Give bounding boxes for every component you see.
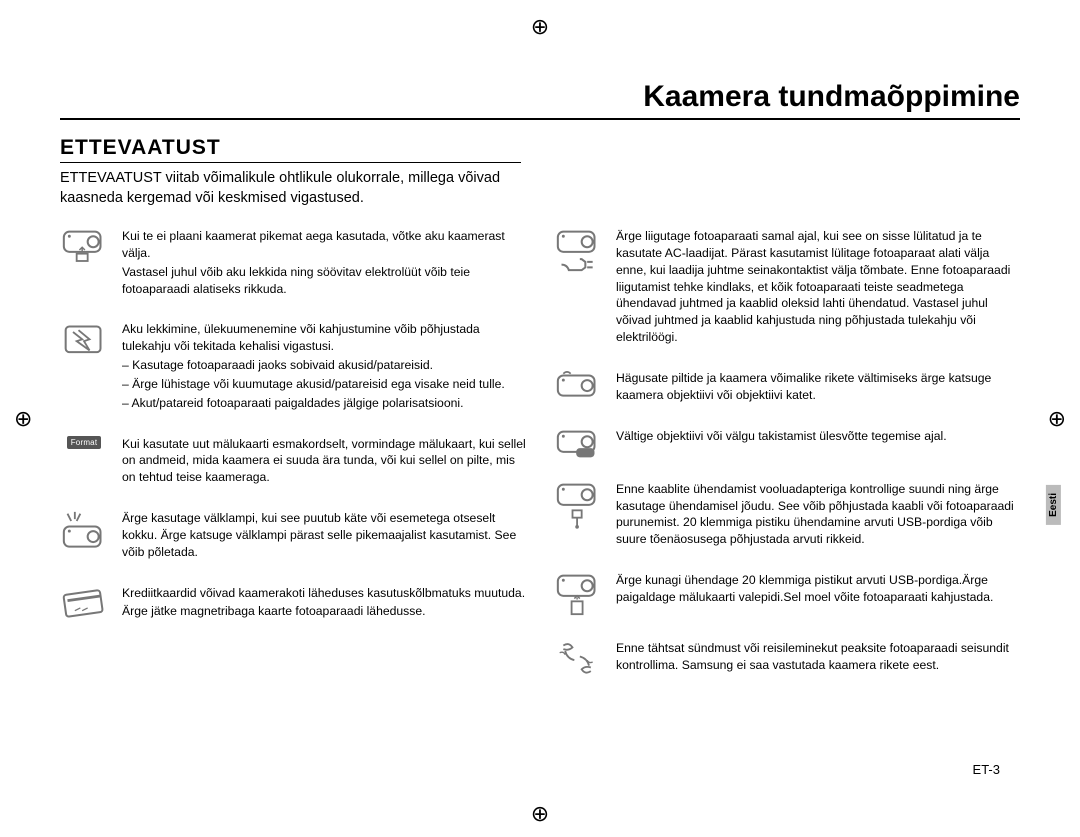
paragraph: Kui kasutate uut mälukaarti esmakordselt… <box>122 436 526 486</box>
credit-card-icon <box>60 585 108 623</box>
format-icon: Format <box>60 436 108 488</box>
camera-card-icon <box>554 572 602 618</box>
right-column: Ärge liigutage fotoaparaati samal ajal, … <box>554 228 1020 698</box>
paragraph: Ärge kunagi ühendage 20 klemmiga pistiku… <box>616 572 1020 606</box>
crop-mark-left: ⊕ <box>14 406 32 432</box>
item-text: Ärge kasutage välklampi, kui see puutub … <box>122 510 526 562</box>
paragraph: Enne tähtsat sündmust või reisileminekut… <box>616 640 1020 674</box>
content-columns: Kui te ei plaani kaamerat pikemat aega k… <box>60 228 1020 698</box>
item-ac-adapter: Ärge liigutage fotoaparaati samal ajal, … <box>554 228 1020 348</box>
page: ⊕ ⊕ ⊕ ⊕ Kaamera tundmaõppimine ETTEVAATU… <box>0 0 1080 837</box>
item-text: Hägusate piltide ja kaamera võimalike ri… <box>616 370 1020 406</box>
camera-plug-icon <box>554 228 602 348</box>
item-text: Enne kaablite ühendamist vooluadapteriga… <box>616 481 1020 550</box>
page-title: Kaamera tundmaõppimine <box>60 80 1020 120</box>
item-text: Ärge liigutage fotoaparaati samal ajal, … <box>616 228 1020 348</box>
wrench-icon <box>554 640 602 677</box>
item-battery-hazard: Aku lekkimine, ülekuumenemine või kahjus… <box>60 321 526 413</box>
crop-mark-top: ⊕ <box>531 14 549 40</box>
crop-mark-right: ⊕ <box>1048 406 1066 432</box>
item-text: Enne tähtsat sündmust või reisileminekut… <box>616 640 1020 677</box>
paragraph: Ärge jätke magnetribaga kaarte fotoapara… <box>122 603 525 620</box>
paragraph: Aku lekkimine, ülekuumenemine või kahjus… <box>122 321 526 355</box>
bullet: – Akut/patareid fotoaparaati paigaldades… <box>122 395 526 412</box>
paragraph: Ärge liigutage fotoaparaati samal ajal, … <box>616 228 1020 346</box>
paragraph: Ärge kasutage välklampi, kui see puutub … <box>122 510 526 560</box>
item-text: Krediitkaardid võivad kaamerakoti lähedu… <box>122 585 525 623</box>
paragraph: Kui te ei plaani kaamerat pikemat aega k… <box>122 228 526 262</box>
left-column: Kui te ei plaani kaamerat pikemat aega k… <box>60 228 526 698</box>
flash-hot-icon <box>60 510 108 562</box>
bullet: – Ärge lühistage või kuumutage akusid/pa… <box>122 376 526 393</box>
paragraph: Vältige objektiivi või välgu takistamist… <box>616 428 947 445</box>
paragraph: Krediitkaardid võivad kaamerakoti lähedu… <box>122 585 525 602</box>
item-credit-card: Krediitkaardid võivad kaamerakoti lähedu… <box>60 585 526 623</box>
bullet: – Kasutage fotoaparaadi jaoks sobivaid a… <box>122 357 526 374</box>
item-flash-warning: Ärge kasutage välklampi, kui see puutub … <box>60 510 526 562</box>
language-tab: Eesti <box>1046 485 1061 525</box>
format-label: Format <box>67 436 102 449</box>
item-usb-never: Ärge kunagi ühendage 20 klemmiga pistiku… <box>554 572 1020 618</box>
item-format-card: Format Kui kasutate uut mälukaarti esmak… <box>60 436 526 488</box>
item-check-before: Enne tähtsat sündmust või reisileminekut… <box>554 640 1020 677</box>
item-battery-remove: Kui te ei plaani kaamerat pikemat aega k… <box>60 228 526 299</box>
camera-block-icon <box>554 428 602 459</box>
item-text: Kui te ei plaani kaamerat pikemat aega k… <box>122 228 526 299</box>
item-text: Ärge kunagi ühendage 20 klemmiga pistiku… <box>616 572 1020 618</box>
camera-battery-out-icon <box>60 228 108 299</box>
paragraph: Enne kaablite ühendamist vooluadapteriga… <box>616 481 1020 548</box>
camera-touch-icon <box>554 370 602 406</box>
battery-hazard-icon <box>60 321 108 413</box>
item-text: Aku lekkimine, ülekuumenemine või kahjus… <box>122 321 526 413</box>
item-lens-touch: Hägusate piltide ja kaamera võimalike ri… <box>554 370 1020 406</box>
page-number: ET-3 <box>973 762 1000 777</box>
camera-usb-icon <box>554 481 602 550</box>
item-text: Vältige objektiivi või välgu takistamist… <box>616 428 947 459</box>
paragraph: Hägusate piltide ja kaamera võimalike ri… <box>616 370 1020 404</box>
item-cable-connect: Enne kaablite ühendamist vooluadapteriga… <box>554 481 1020 550</box>
section-subtitle: ETTEVAATUST <box>60 136 521 163</box>
item-text: Kui kasutate uut mälukaarti esmakordselt… <box>122 436 526 488</box>
lead-paragraph: ETTEVAATUST viitab võimalikule ohtlikule… <box>60 169 521 208</box>
crop-mark-bottom: ⊕ <box>531 801 549 827</box>
paragraph: Vastasel juhul võib aku lekkida ning söö… <box>122 264 526 298</box>
item-lens-block: Vältige objektiivi või välgu takistamist… <box>554 428 1020 459</box>
